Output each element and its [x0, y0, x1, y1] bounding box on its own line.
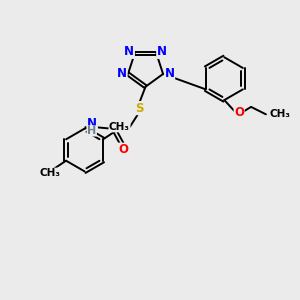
Text: N: N — [124, 45, 134, 58]
Text: N: N — [157, 45, 167, 58]
Text: CH₃: CH₃ — [269, 109, 290, 119]
Text: O: O — [118, 143, 128, 156]
Text: N: N — [165, 68, 175, 80]
Text: N: N — [117, 68, 127, 80]
Text: CH₃: CH₃ — [109, 122, 130, 132]
Text: H: H — [87, 126, 96, 136]
Text: N: N — [87, 117, 97, 130]
Text: O: O — [234, 106, 244, 119]
Text: S: S — [135, 102, 143, 115]
Text: CH₃: CH₃ — [39, 168, 60, 178]
